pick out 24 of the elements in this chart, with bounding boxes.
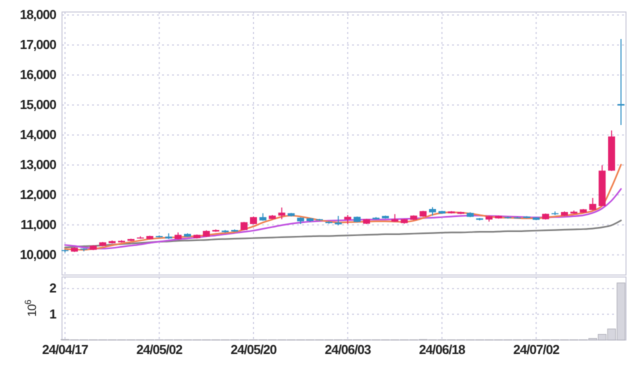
x-tick-label: 24/06/18 bbox=[419, 342, 466, 358]
candlestick bbox=[278, 207, 286, 220]
y-tick-label: 2 bbox=[49, 280, 56, 296]
y-tick-label: 10,000 bbox=[20, 247, 56, 262]
y-tick-label: 13,000 bbox=[20, 157, 56, 172]
line-series bbox=[64, 220, 622, 248]
y-tick-label: 17,000 bbox=[20, 37, 56, 52]
y-tick-label: 14,000 bbox=[20, 127, 56, 142]
candlestick bbox=[618, 38, 624, 126]
y-tick-label: 1 bbox=[49, 306, 56, 322]
candlestick bbox=[589, 197, 596, 211]
line-series bbox=[64, 164, 622, 251]
y-tick-label: 11,000 bbox=[20, 217, 56, 232]
x-tick-label: 24/05/20 bbox=[230, 342, 277, 358]
x-tick-label: 24/05/02 bbox=[136, 342, 183, 358]
candlestick bbox=[334, 215, 342, 226]
x-tick-label: 24/07/02 bbox=[513, 342, 560, 358]
y-tick-label: 15,000 bbox=[20, 97, 56, 112]
x-tick-label: 24/04/17 bbox=[42, 342, 88, 358]
y-tick-label: 16,000 bbox=[20, 67, 56, 82]
y-tick-label: 12,000 bbox=[20, 187, 56, 202]
y-tick-label: 18,000 bbox=[20, 7, 56, 22]
line-series bbox=[64, 188, 622, 250]
x-tick-label: 24/06/03 bbox=[324, 342, 371, 358]
